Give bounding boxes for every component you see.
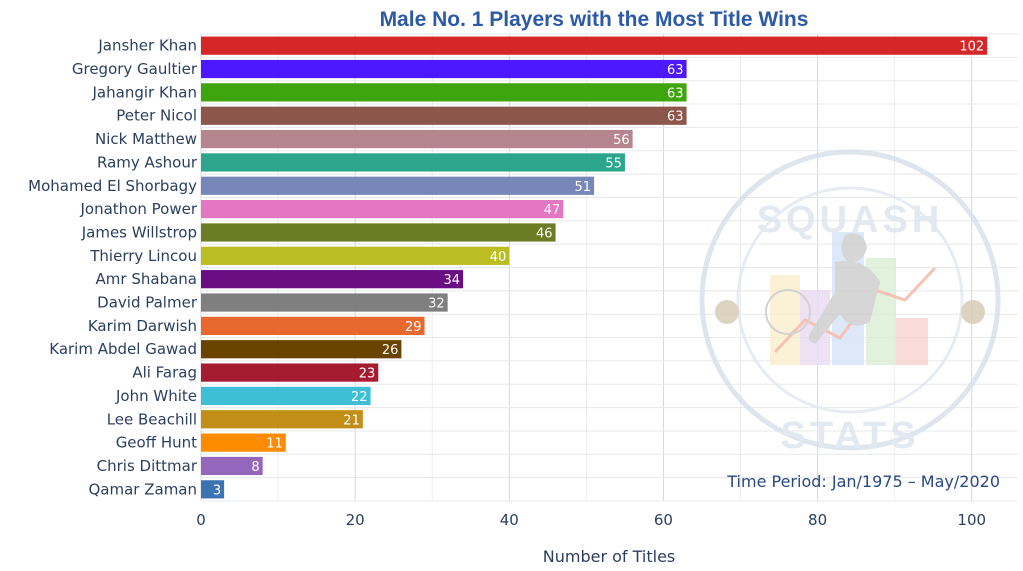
bar-value-label: 21 [343,413,360,428]
bar-value-label: 55 [605,156,622,171]
bar[interactable] [201,129,633,149]
category-label: James Willstrop [81,223,197,241]
value-labels: 102 63 63 63 56 55 51 47 46 40 34 32 29 26 23 22 21 11 8 3 [213,40,984,499]
bar[interactable] [201,200,564,219]
category-label: Ramy Ashour [97,153,198,171]
bar[interactable] [201,293,448,312]
bar[interactable] [201,83,687,102]
category-label: Peter Nicol [116,107,197,125]
bar-value-label: 63 [667,110,684,125]
bar[interactable] [201,316,425,335]
category-labels: Jansher Khan Gregory Gaultier Jahangir Kha… [28,37,198,499]
category-label: Mohamed El Shorbagy [28,177,197,195]
category-label: Lee Beachill [107,410,197,428]
x-tick-label: 20 [346,511,365,529]
x-tick-labels: 0 20 40 60 80 100 [196,511,986,529]
x-axis-title: Number of Titles [543,547,676,566]
bar-value-label: 46 [536,226,553,241]
x-tick-label: 80 [808,511,827,529]
category-label: Jahangir Khan [92,83,198,101]
time-period-annotation: Time Period: Jan/1975 – May/2020 [726,472,1000,491]
category-label: Nick Matthew [95,130,197,148]
x-tick-label: 40 [500,511,519,529]
bar-value-label: 51 [575,180,592,195]
bar-value-label: 102 [959,40,984,55]
bar[interactable] [201,410,363,429]
bar-value-label: 8 [251,460,259,475]
category-label: Thierry Lincou [89,247,197,265]
bar-value-label: 11 [266,437,283,452]
bar[interactable] [201,223,556,242]
category-label: Karim Darwish [88,317,197,335]
bar-value-label: 47 [544,203,561,218]
squash-stats-watermark: SQUASH STATS [699,149,1001,457]
bar-value-label: 34 [444,273,461,288]
bar-value-label: 23 [359,367,376,382]
watermark-top-text: SQUASH [757,199,944,241]
bar-value-label: 3 [213,483,221,498]
bar[interactable] [201,106,687,125]
category-label: Chris Dittmar [97,457,198,475]
x-tick-label: 60 [654,511,673,529]
bar-value-label: 26 [382,343,399,358]
category-label: David Palmer [97,294,198,312]
category-label: Qamar Zaman [88,480,197,498]
category-label: Jonathon Power [80,200,198,218]
category-label: John White [115,387,197,405]
bars [201,36,988,499]
chart-title: Male No. 1 Players with the Most Title W… [380,8,809,31]
x-tick-label: 0 [196,511,206,529]
bar[interactable] [201,270,464,289]
bar[interactable] [201,433,286,452]
category-label: Geoff Hunt [116,434,197,452]
x-tick-label: 100 [957,511,986,529]
bar-value-label: 63 [667,86,684,101]
bar[interactable] [201,36,988,55]
watermark-bottom-text: STATS [781,415,920,457]
bar[interactable] [201,456,263,476]
category-label: Ali Farag [132,364,197,382]
bar[interactable] [201,153,625,172]
bar[interactable] [201,59,687,79]
bar[interactable] [201,480,225,499]
bar-value-label: 22 [351,390,368,405]
bar-value-label: 32 [428,297,445,312]
bar-value-label: 63 [667,63,684,78]
bar[interactable] [201,176,595,195]
bar[interactable] [201,386,371,406]
category-label: Amr Shabana [96,270,197,288]
bar[interactable] [201,246,510,265]
category-label: Jansher Khan [97,37,197,55]
bar-value-label: 29 [405,320,422,335]
category-label: Gregory Gaultier [72,60,198,78]
bar[interactable] [201,363,379,382]
bar-value-label: 40 [490,250,507,265]
category-label: Karim Abdel Gawad [49,340,197,358]
bar-value-label: 56 [613,133,630,148]
bar[interactable] [201,340,402,359]
